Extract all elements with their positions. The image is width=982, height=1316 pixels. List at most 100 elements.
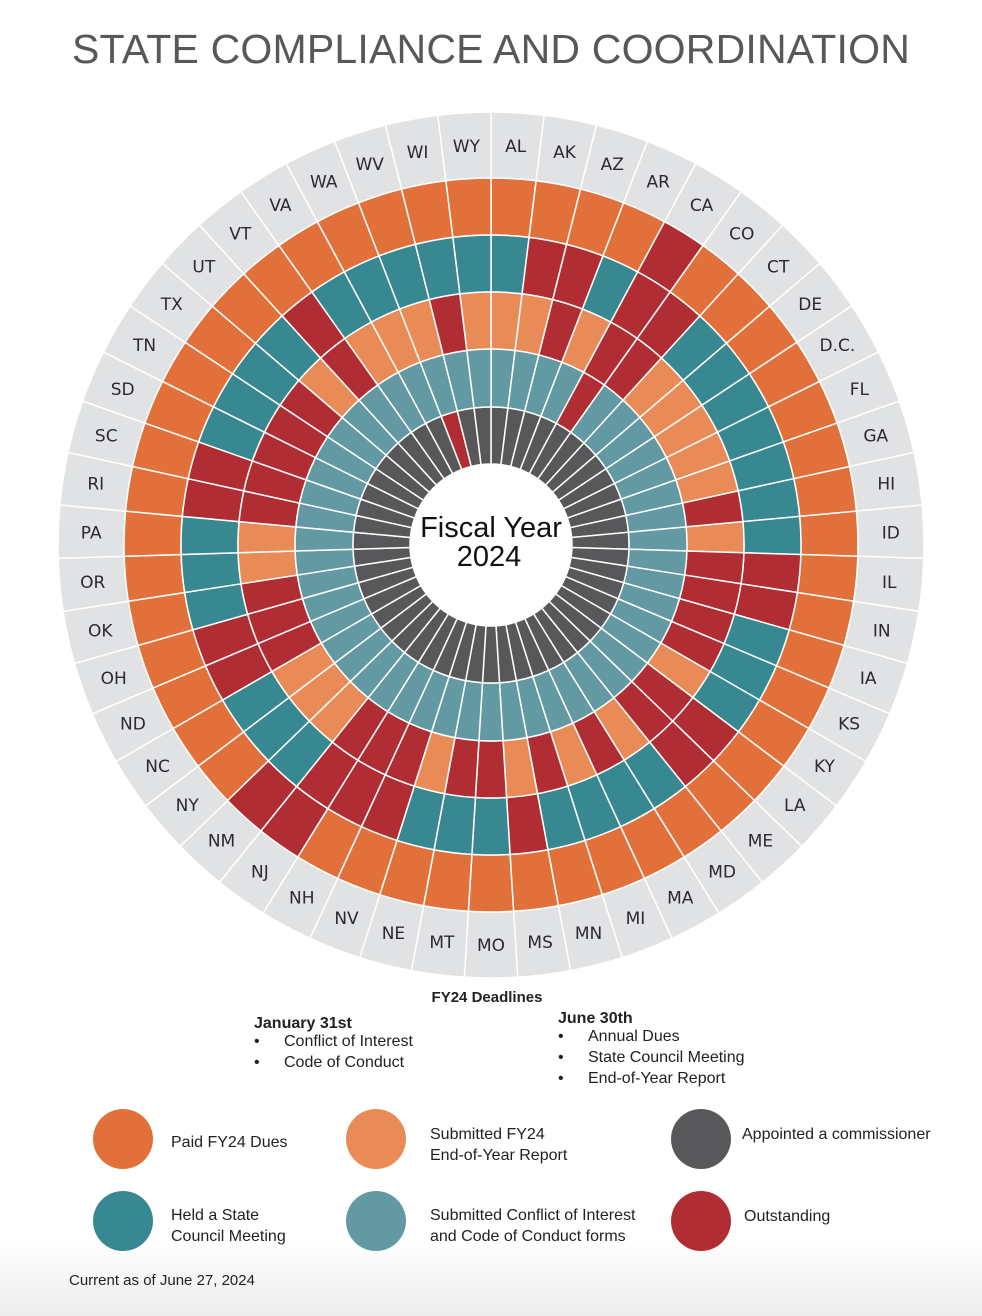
deadline-item-label: Annual Dues	[588, 1028, 680, 1045]
deadline-item: • Conflict of Interest	[254, 1033, 413, 1054]
state-label-nv: NV	[334, 909, 359, 929]
as-of-date: Current as of June 27, 2024	[69, 1272, 255, 1289]
state-label-ne: NE	[382, 924, 405, 944]
cell-dues-id	[798, 510, 859, 558]
legend-label-conflict: Submitted Conflict of Interest and Code …	[430, 1207, 636, 1245]
state-label-sc: SC	[95, 427, 118, 447]
state-label-in: IN	[873, 622, 891, 642]
legend-label-council: Held a State Council Meeting	[171, 1207, 286, 1245]
state-label-az: AZ	[601, 155, 624, 175]
state-label-mi: MI	[626, 909, 646, 929]
radial-compliance-chart: AL AK AZ AR CA CO CT DE D.C. FL GA HI ID IL IN IA KS KY LA…	[57, 111, 925, 979]
deadline-item-label: End-of-Year Report	[588, 1070, 726, 1087]
state-label-ct: CT	[767, 258, 790, 278]
deadline-item: • Annual Dues	[558, 1028, 745, 1049]
state-label-ma: MA	[667, 888, 694, 908]
deadline-group-january: January 31st • Conflict of Interest • Code…	[254, 1015, 413, 1075]
state-label-co: CO	[729, 224, 754, 244]
state-label-mo: MO	[477, 936, 505, 956]
center-label-line2: 2024	[457, 541, 522, 573]
state-label-wi: WI	[407, 143, 429, 163]
deadline-date: June 30th	[558, 1010, 633, 1027]
state-label-wa: WA	[310, 173, 338, 193]
state-label-ia: IA	[860, 669, 877, 689]
cell-council-pa	[180, 515, 240, 556]
deadline-item-label: State Council Meeting	[588, 1049, 745, 1066]
legend-swatch-report	[346, 1109, 406, 1169]
state-label-ny: NY	[176, 796, 200, 816]
legend-swatch-council	[93, 1191, 153, 1251]
state-label-ri: RI	[87, 475, 104, 495]
legend-swatch-conflict	[346, 1191, 406, 1251]
state-label-nc: NC	[145, 757, 170, 777]
legend-label-outstanding: Outstanding	[744, 1208, 831, 1225]
bullet-icon: •	[558, 1028, 564, 1045]
state-label-me: ME	[748, 832, 773, 852]
state-label-mn: MN	[575, 924, 602, 944]
cell-dues-pa	[123, 510, 184, 558]
deadline-item: • State Council Meeting	[558, 1049, 745, 1070]
state-label-ms: MS	[527, 933, 552, 953]
bullet-icon: •	[254, 1054, 260, 1071]
bullet-icon: •	[254, 1033, 260, 1050]
deadline-item-label: Code of Conduct	[284, 1054, 405, 1071]
state-label-vt: VT	[229, 224, 252, 244]
legend-label-commissioner: Appointed a commissioner	[742, 1126, 931, 1143]
state-label-de: DE	[798, 295, 822, 315]
state-label-ky: KY	[814, 757, 836, 777]
state-label-id: ID	[882, 524, 900, 544]
state-label-or: OR	[80, 573, 105, 593]
legend-swatch-dues	[93, 1109, 153, 1169]
state-label-tn: TN	[132, 336, 156, 356]
cell-report-id	[685, 520, 745, 554]
state-label-al: AL	[505, 137, 527, 157]
legend-swatch-outstanding	[671, 1191, 731, 1251]
state-label-ks: KS	[838, 714, 860, 734]
state-label-tx: TX	[160, 295, 183, 315]
state-label-pa: PA	[81, 524, 102, 544]
state-label-wy: WY	[453, 137, 481, 157]
state-label-dc: D.C.	[820, 336, 856, 356]
center-circle	[410, 464, 572, 626]
bullet-icon: •	[558, 1049, 564, 1066]
cell-dues-or	[123, 553, 186, 603]
state-label-hi: HI	[877, 475, 895, 495]
state-label-nj: NJ	[251, 862, 269, 882]
state-label-fl: FL	[850, 380, 870, 400]
cell-dues-al	[490, 177, 537, 239]
cell-dues-wy	[445, 177, 492, 239]
state-label-oh: OH	[101, 669, 127, 689]
cell-council-wy	[452, 234, 492, 295]
page-title: STATE COMPLIANCE AND COORDINATION	[71, 26, 911, 72]
state-label-la: LA	[784, 796, 806, 816]
deadline-date: January 31st	[254, 1015, 352, 1032]
legend-label-dues: Paid FY24 Dues	[171, 1134, 288, 1151]
deadline-item-label: Conflict of Interest	[284, 1033, 413, 1050]
state-label-ga: GA	[863, 427, 888, 447]
bullet-icon: •	[558, 1070, 564, 1087]
deadlines-heading: FY24 Deadlines	[431, 989, 543, 1006]
state-label-wv: WV	[356, 155, 385, 175]
cell-council-id	[742, 515, 802, 556]
state-label-ok: OK	[88, 622, 113, 642]
cell-dues-mo	[467, 853, 515, 913]
state-label-md: MD	[708, 862, 736, 882]
deadline-item: • End-of-Year Report	[558, 1070, 745, 1091]
state-label-nd: ND	[120, 714, 146, 734]
cell-council-mo	[471, 796, 511, 856]
state-label-il: IL	[882, 573, 897, 593]
deadline-item: • Code of Conduct	[254, 1054, 413, 1075]
legend-label-report: Submitted FY24 End-of-Year Report	[430, 1126, 568, 1164]
state-label-nh: NH	[289, 888, 315, 908]
state-label-ut: UT	[192, 258, 215, 278]
legend-swatch-commissioner	[671, 1109, 731, 1169]
state-label-ak: AK	[553, 143, 577, 163]
deadline-group-june: June 30th • Annual Dues • State Council Me…	[558, 1010, 745, 1091]
state-label-sd: SD	[111, 380, 135, 400]
center-label-line1: Fiscal Year	[420, 512, 562, 544]
cell-report-mo	[474, 739, 508, 799]
state-label-nm: NM	[208, 832, 235, 852]
state-label-ar: AR	[646, 173, 670, 193]
state-label-mt: MT	[429, 933, 455, 953]
state-label-va: VA	[269, 196, 292, 216]
